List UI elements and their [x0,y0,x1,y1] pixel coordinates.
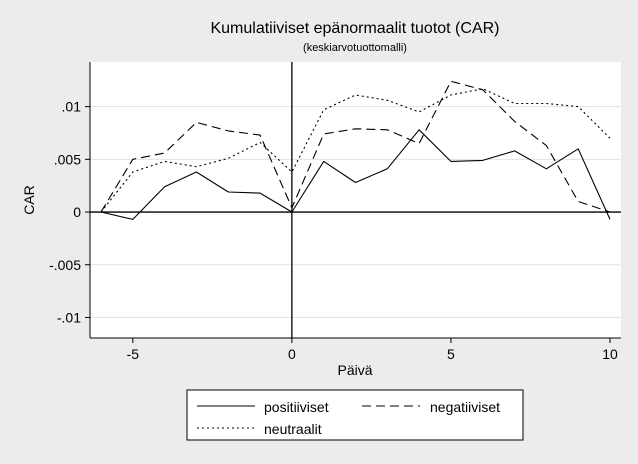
legend-label-neutraalit: neutraalit [264,421,322,437]
x-axis-label: Päivä [337,362,372,378]
y-axis-label: CAR [21,185,37,215]
axes [89,62,621,339]
x-tick-label: 0 [288,346,296,362]
legend-label-negatiiviset: negatiiviset [430,399,500,415]
y-ticks: -.01 -.005 0 .005 .01 [49,99,90,325]
legend-label-positiiviset: positiiviset [264,399,329,415]
series-line-neutraalit [100,88,611,213]
y-tick-label: -.005 [49,257,81,273]
legend: positiiviset negatiiviset neutraalit [186,389,524,441]
x-tick-label: 5 [447,346,455,362]
series-line-positiiviset [100,129,611,220]
reference-lines [90,62,621,338]
chart-title: Kumulatiiviset epänormaalit tuotot (CAR) [210,20,499,37]
y-tick-label: .005 [54,151,81,167]
y-tick-label: -.01 [57,309,81,325]
y-tick-label: 0 [73,204,81,220]
y-tick-label: .01 [62,99,82,115]
x-tick-label: -5 [127,346,140,362]
legend-box [186,389,524,441]
x-ticks: -5 0 5 10 [127,338,618,362]
plot-area [90,62,621,338]
series-layer [100,80,611,220]
chart-subtitle: (keskiarvotuottomalli) [303,42,407,54]
series-line-negatiiviset [100,80,611,213]
x-tick-label: 10 [602,346,618,362]
